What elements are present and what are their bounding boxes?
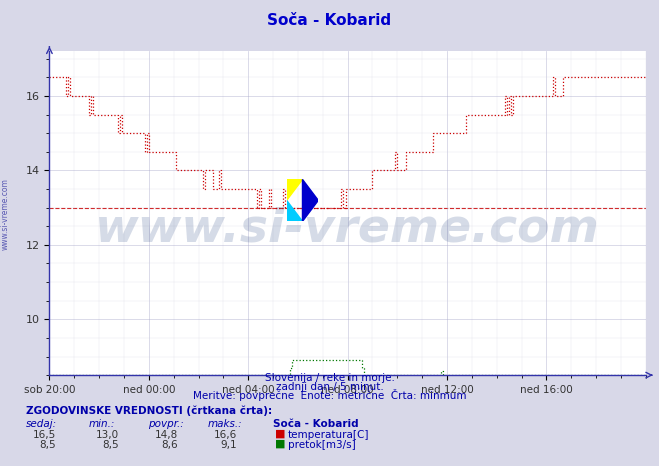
Text: maks.:: maks.: [208, 419, 243, 429]
Text: www.si-vreme.com: www.si-vreme.com [1, 178, 10, 250]
Text: www.si-vreme.com: www.si-vreme.com [95, 207, 600, 252]
Text: 8,6: 8,6 [161, 440, 178, 450]
Text: temperatura[C]: temperatura[C] [288, 430, 370, 440]
Text: Soča - Kobarid: Soča - Kobarid [273, 419, 359, 429]
Text: Soča - Kobarid: Soča - Kobarid [268, 14, 391, 28]
Text: 9,1: 9,1 [221, 440, 237, 450]
Text: sedaj:: sedaj: [26, 419, 57, 429]
Text: povpr.:: povpr.: [148, 419, 184, 429]
Text: pretok[m3/s]: pretok[m3/s] [288, 440, 356, 450]
Text: 16,5: 16,5 [33, 430, 56, 440]
Text: min.:: min.: [89, 419, 115, 429]
Polygon shape [287, 179, 302, 200]
Text: ZGODOVINSKE VREDNOSTI (črtkana črta):: ZGODOVINSKE VREDNOSTI (črtkana črta): [26, 405, 272, 416]
Polygon shape [287, 200, 302, 221]
Text: 8,5: 8,5 [102, 440, 119, 450]
Text: 16,6: 16,6 [214, 430, 237, 440]
Polygon shape [302, 179, 318, 221]
Text: zadnji dan / 5 minut.: zadnji dan / 5 minut. [275, 382, 384, 392]
Text: Meritve: povprečne  Enote: metrične  Črta: minmum: Meritve: povprečne Enote: metrične Črta:… [192, 389, 467, 401]
Text: 8,5: 8,5 [40, 440, 56, 450]
Text: Slovenija / reke in morje.: Slovenija / reke in morje. [264, 373, 395, 383]
Text: 13,0: 13,0 [96, 430, 119, 440]
Text: 14,8: 14,8 [155, 430, 178, 440]
Text: ■: ■ [275, 429, 286, 439]
Text: ■: ■ [275, 439, 286, 449]
